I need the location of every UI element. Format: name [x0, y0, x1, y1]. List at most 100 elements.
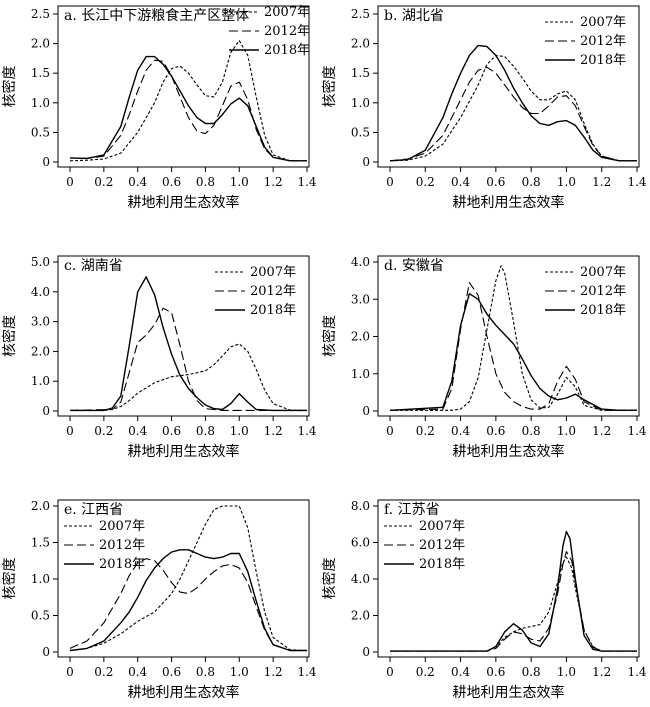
x-tick-label: 0.4: [451, 175, 470, 189]
y-tick-label: 2.5: [31, 7, 50, 21]
x-tick-label: 1.4: [627, 665, 646, 679]
legend-label: 2018年: [264, 43, 310, 58]
x-tick-label: 0.2: [416, 424, 435, 438]
x-tick-label: 1.4: [297, 424, 316, 438]
x-tick-label: 1.0: [557, 424, 576, 438]
legend-label: 2012年: [580, 284, 626, 299]
x-tick-label: 0.8: [196, 175, 215, 189]
y-axis-label: 核密度: [321, 558, 338, 600]
series-line-2007年: [69, 40, 307, 162]
y-tick-label: 1.0: [351, 96, 370, 110]
series-line-2007年: [69, 505, 308, 652]
y-tick-label: 5.0: [31, 255, 50, 269]
x-axis-label: 耕地利用生态效率: [128, 684, 240, 701]
y-tick-label: 3.0: [351, 292, 370, 306]
legend-label: 2012年: [250, 284, 296, 299]
y-tick-label: 3.0: [31, 315, 50, 329]
x-tick-label: 0.2: [94, 665, 113, 679]
y-tick-label: 1.5: [31, 66, 50, 80]
x-tick-label: 0.6: [162, 424, 181, 438]
panel-title: c. 湖南省: [64, 258, 123, 274]
x-tick-label: 0.8: [522, 424, 541, 438]
x-tick-label: 1.2: [264, 175, 283, 189]
panel-title: a. 长江中下游粮食主产区整体: [64, 7, 249, 24]
y-tick-label: 4.0: [351, 255, 370, 269]
x-tick-label: 0: [386, 424, 394, 438]
y-tick-label: 2.5: [351, 7, 370, 21]
x-axis-label: 耕地利用生态效率: [453, 684, 565, 701]
legend-label: 2018年: [580, 303, 626, 318]
x-tick-label: 0.8: [196, 424, 215, 438]
x-tick-label: 1.2: [592, 175, 611, 189]
y-tick-label: 0.5: [31, 125, 50, 139]
series-line-2012年: [69, 307, 307, 411]
x-tick-label: 0.6: [162, 175, 181, 189]
series-line-2012年: [69, 59, 307, 162]
x-tick-label: 0.2: [94, 175, 113, 189]
plot-frame: [377, 5, 640, 168]
x-axis-label: 耕地利用生态效率: [453, 443, 565, 460]
y-tick-label: 8.0: [351, 499, 370, 513]
legend-label: 2012年: [419, 538, 465, 553]
x-axis-label: 耕地利用生态效率: [453, 194, 565, 211]
legend-label: 2018年: [99, 557, 145, 572]
x-tick-label: 1.2: [592, 665, 611, 679]
x-tick-label: 0.4: [128, 424, 147, 438]
y-tick-label: 1.0: [31, 374, 50, 388]
y-tick-label: 1.0: [31, 572, 50, 586]
series-line-2007年: [390, 265, 637, 411]
plot-frame: [377, 255, 640, 417]
legend-label: 2007年: [250, 265, 296, 280]
y-tick-label: 4.0: [31, 285, 50, 299]
y-tick-label: 1.0: [351, 367, 370, 381]
y-tick-label: 2.0: [31, 499, 50, 513]
x-tick-label: 1.0: [230, 175, 249, 189]
x-tick-label: 0.2: [416, 175, 435, 189]
x-tick-label: 1.0: [230, 665, 249, 679]
plot-frame: [377, 499, 640, 658]
panel-title: e. 江西省: [64, 502, 123, 518]
y-tick-label: 0: [42, 645, 50, 659]
x-tick-label: 0: [66, 175, 74, 189]
x-tick-label: 0.4: [128, 665, 147, 679]
series-line-2012年: [69, 558, 307, 652]
y-tick-label: 0.5: [31, 609, 50, 623]
plot-frame: [57, 5, 310, 168]
x-tick-label: 0: [386, 665, 394, 679]
legend-label: 2007年: [580, 265, 626, 280]
x-tick-label: 0.6: [486, 175, 505, 189]
legend-label: 2018年: [580, 53, 626, 68]
y-axis-label: 核密度: [1, 558, 18, 600]
x-tick-label: 1.4: [627, 175, 646, 189]
y-tick-label: 2.0: [351, 609, 370, 623]
legend-label: 2012年: [580, 34, 626, 49]
y-tick-label: 0: [42, 155, 50, 169]
series-line-2018年: [69, 55, 307, 162]
x-tick-label: 0.6: [486, 424, 505, 438]
series-line-2007年: [390, 556, 637, 652]
x-tick-label: 0.8: [522, 665, 541, 679]
panel-title: f. 江苏省: [384, 502, 440, 518]
legend-label: 2018年: [419, 557, 465, 572]
y-tick-label: 6.0: [351, 536, 370, 550]
series-line-2018年: [389, 44, 637, 162]
y-axis-label: 核密度: [321, 315, 338, 357]
y-axis-label: 核密度: [321, 66, 338, 108]
chart-panel-1: 0 0.2 0.4 0.6 0.8 1.0 1.2 1.4 0 0.5 1.0 1.5 2.0 2.5 耕地…: [1, 5, 317, 211]
legend-label: 2007年: [264, 5, 310, 20]
x-tick-label: 0.8: [522, 175, 541, 189]
y-tick-label: 4.0: [351, 572, 370, 586]
legend-label: 2012年: [99, 538, 145, 553]
series-line-2018年: [389, 293, 637, 411]
x-tick-label: 0.8: [196, 665, 215, 679]
y-tick-label: 1.0: [31, 96, 50, 110]
x-tick-label: 1.2: [264, 665, 283, 679]
series-line-2018年: [390, 530, 637, 652]
x-tick-label: 0: [66, 665, 74, 679]
series-line-2007年: [70, 343, 308, 411]
chart-panel-4: 0 0.2 0.4 0.6 0.8 1.0 1.2 1.4 0 1.0 2.0 3.0 4.0 耕地利用生…: [321, 255, 647, 460]
x-tick-label: 0.2: [94, 424, 113, 438]
y-tick-label: 2.0: [31, 344, 50, 358]
y-tick-label: 0.5: [351, 125, 370, 139]
